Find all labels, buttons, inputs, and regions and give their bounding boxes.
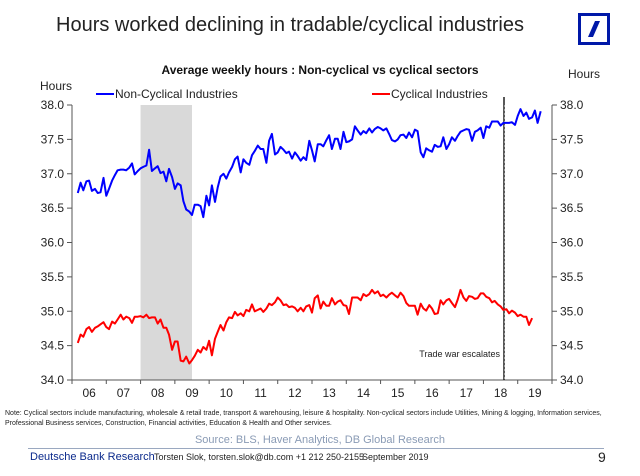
x-tick-label: 07 xyxy=(117,386,131,400)
legend-swatch-blue xyxy=(96,93,114,95)
series-line-cyclical xyxy=(76,288,534,365)
series-line-non-cyclical xyxy=(76,108,542,219)
left-y-tick-label: 37.0 xyxy=(41,167,65,181)
x-tick-label: 13 xyxy=(322,386,336,400)
annotation-label: Trade war escalates xyxy=(419,349,500,359)
right-y-tick-label: 35.0 xyxy=(560,304,584,318)
page-number: 9 xyxy=(598,449,606,465)
left-y-tick-label: 38.0 xyxy=(41,98,65,112)
x-tick-label: 19 xyxy=(528,386,542,400)
x-tick-label: 10 xyxy=(220,386,234,400)
x-tick-label: 09 xyxy=(185,386,199,400)
footer-brand: Deutsche Bank Research xyxy=(30,451,155,463)
left-axis-unit: Hours xyxy=(40,79,73,93)
left-y-tick-label: 36.0 xyxy=(41,236,65,250)
x-tick-label: 16 xyxy=(425,386,439,400)
right-axis-unit: Hours xyxy=(568,67,601,81)
left-y-tick-label: 37.5 xyxy=(41,132,65,146)
left-y-tick-label: 34.0 xyxy=(41,373,65,387)
source-line: Source: BLS, Haver Analytics, DB Global … xyxy=(194,434,446,446)
shaded-region xyxy=(140,105,192,380)
x-tick-label: 14 xyxy=(357,386,371,400)
chart-title: Average weekly hours : Non-cyclical vs c… xyxy=(0,63,640,77)
slide-title: Hours worked declining in tradable/cycli… xyxy=(56,14,524,36)
legend-non-cyclical: Non-Cyclical Industries xyxy=(96,87,238,101)
left-y-tick-label: 36.5 xyxy=(41,201,65,215)
right-y-tick-label: 37.5 xyxy=(560,132,584,146)
left-y-tick-label: 35.5 xyxy=(41,270,65,284)
legend-swatch-red xyxy=(372,93,390,95)
chart-note: Note: Cyclical sectors include manufactu… xyxy=(5,410,602,427)
right-y-tick-label: 36.0 xyxy=(560,236,584,250)
x-tick-label: 08 xyxy=(151,386,165,400)
x-tick-label: 15 xyxy=(391,386,405,400)
left-y-tick-label: 34.5 xyxy=(41,339,65,353)
chart-title-text: Average weekly hours : Non-cyclical vs c… xyxy=(161,63,479,77)
x-tick-label: 17 xyxy=(460,386,474,400)
deutsche-bank-logo-icon xyxy=(578,13,610,45)
footer-author: Torsten Slok, torsten.slok@db.com +1 212… xyxy=(154,452,365,462)
x-tick-label: 18 xyxy=(494,386,508,400)
right-y-tick-label: 37.0 xyxy=(560,167,584,181)
legend-cyclical: Cyclical Industries xyxy=(372,87,488,101)
footer-date: September 2019 xyxy=(362,452,429,462)
right-y-tick-label: 36.5 xyxy=(560,201,584,215)
left-y-tick-label: 35.0 xyxy=(41,304,65,318)
legend-label-non-cyclical: Non-Cyclical Industries xyxy=(115,87,238,101)
right-y-tick-label: 38.0 xyxy=(560,98,584,112)
right-y-tick-label: 34.0 xyxy=(560,373,584,387)
x-tick-label: 06 xyxy=(82,386,96,400)
x-tick-label: 11 xyxy=(254,386,267,400)
x-tick-label: 12 xyxy=(288,386,302,400)
right-y-tick-label: 35.5 xyxy=(560,270,584,284)
right-y-tick-label: 34.5 xyxy=(560,339,584,353)
footer-divider xyxy=(28,448,604,449)
legend-label-cyclical: Cyclical Industries xyxy=(391,87,488,101)
